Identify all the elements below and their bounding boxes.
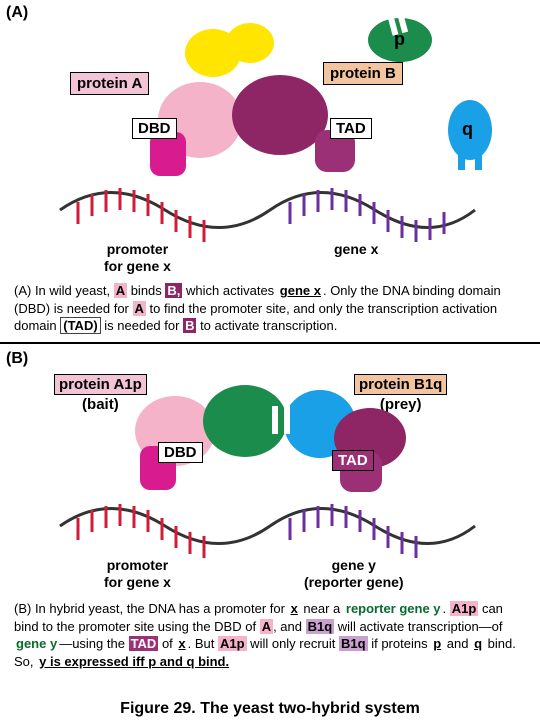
panel-a: (A) p protein A protein B DBD TAD [0, 0, 540, 340]
gene-label-b: gene y (reporter gene) [300, 556, 408, 592]
panel-b-label: (B) [6, 350, 28, 368]
promoter-b-line2: for gene x [104, 574, 171, 590]
caption-a: (A) In wild yeast, A binds B, which acti… [0, 278, 540, 339]
dbd-label-b: DBD [158, 442, 203, 463]
p-label: p [390, 28, 409, 51]
gene-b-line1: gene y [332, 557, 376, 573]
figure-title: Figure 29. The yeast two-hybrid system [0, 700, 540, 718]
caption-b: (B) In hybrid yeast, the DNA has a promo… [0, 596, 540, 674]
tad-label-b: TAD [332, 450, 374, 471]
panel-divider [0, 342, 540, 344]
gene-b-line2: (reporter gene) [304, 574, 404, 590]
promoter-line1: promoter [107, 241, 168, 257]
dna-wave-b [0, 486, 540, 566]
tad-label-a: TAD [330, 118, 372, 139]
dna-wave-a [0, 170, 540, 250]
panel-b: (B) protein A1p (bait) protein B1q (prey… [0, 346, 540, 726]
dbd-label-a: DBD [132, 118, 177, 139]
gene-label-a: gene x [330, 240, 382, 258]
promoter-label-b: promoter for gene x [100, 556, 175, 592]
promoter-label-a: promoter for gene x [100, 240, 175, 276]
promoter-line2: for gene x [104, 258, 171, 274]
promoter-b-line1: promoter [107, 557, 168, 573]
q-label-a: q [458, 118, 477, 141]
